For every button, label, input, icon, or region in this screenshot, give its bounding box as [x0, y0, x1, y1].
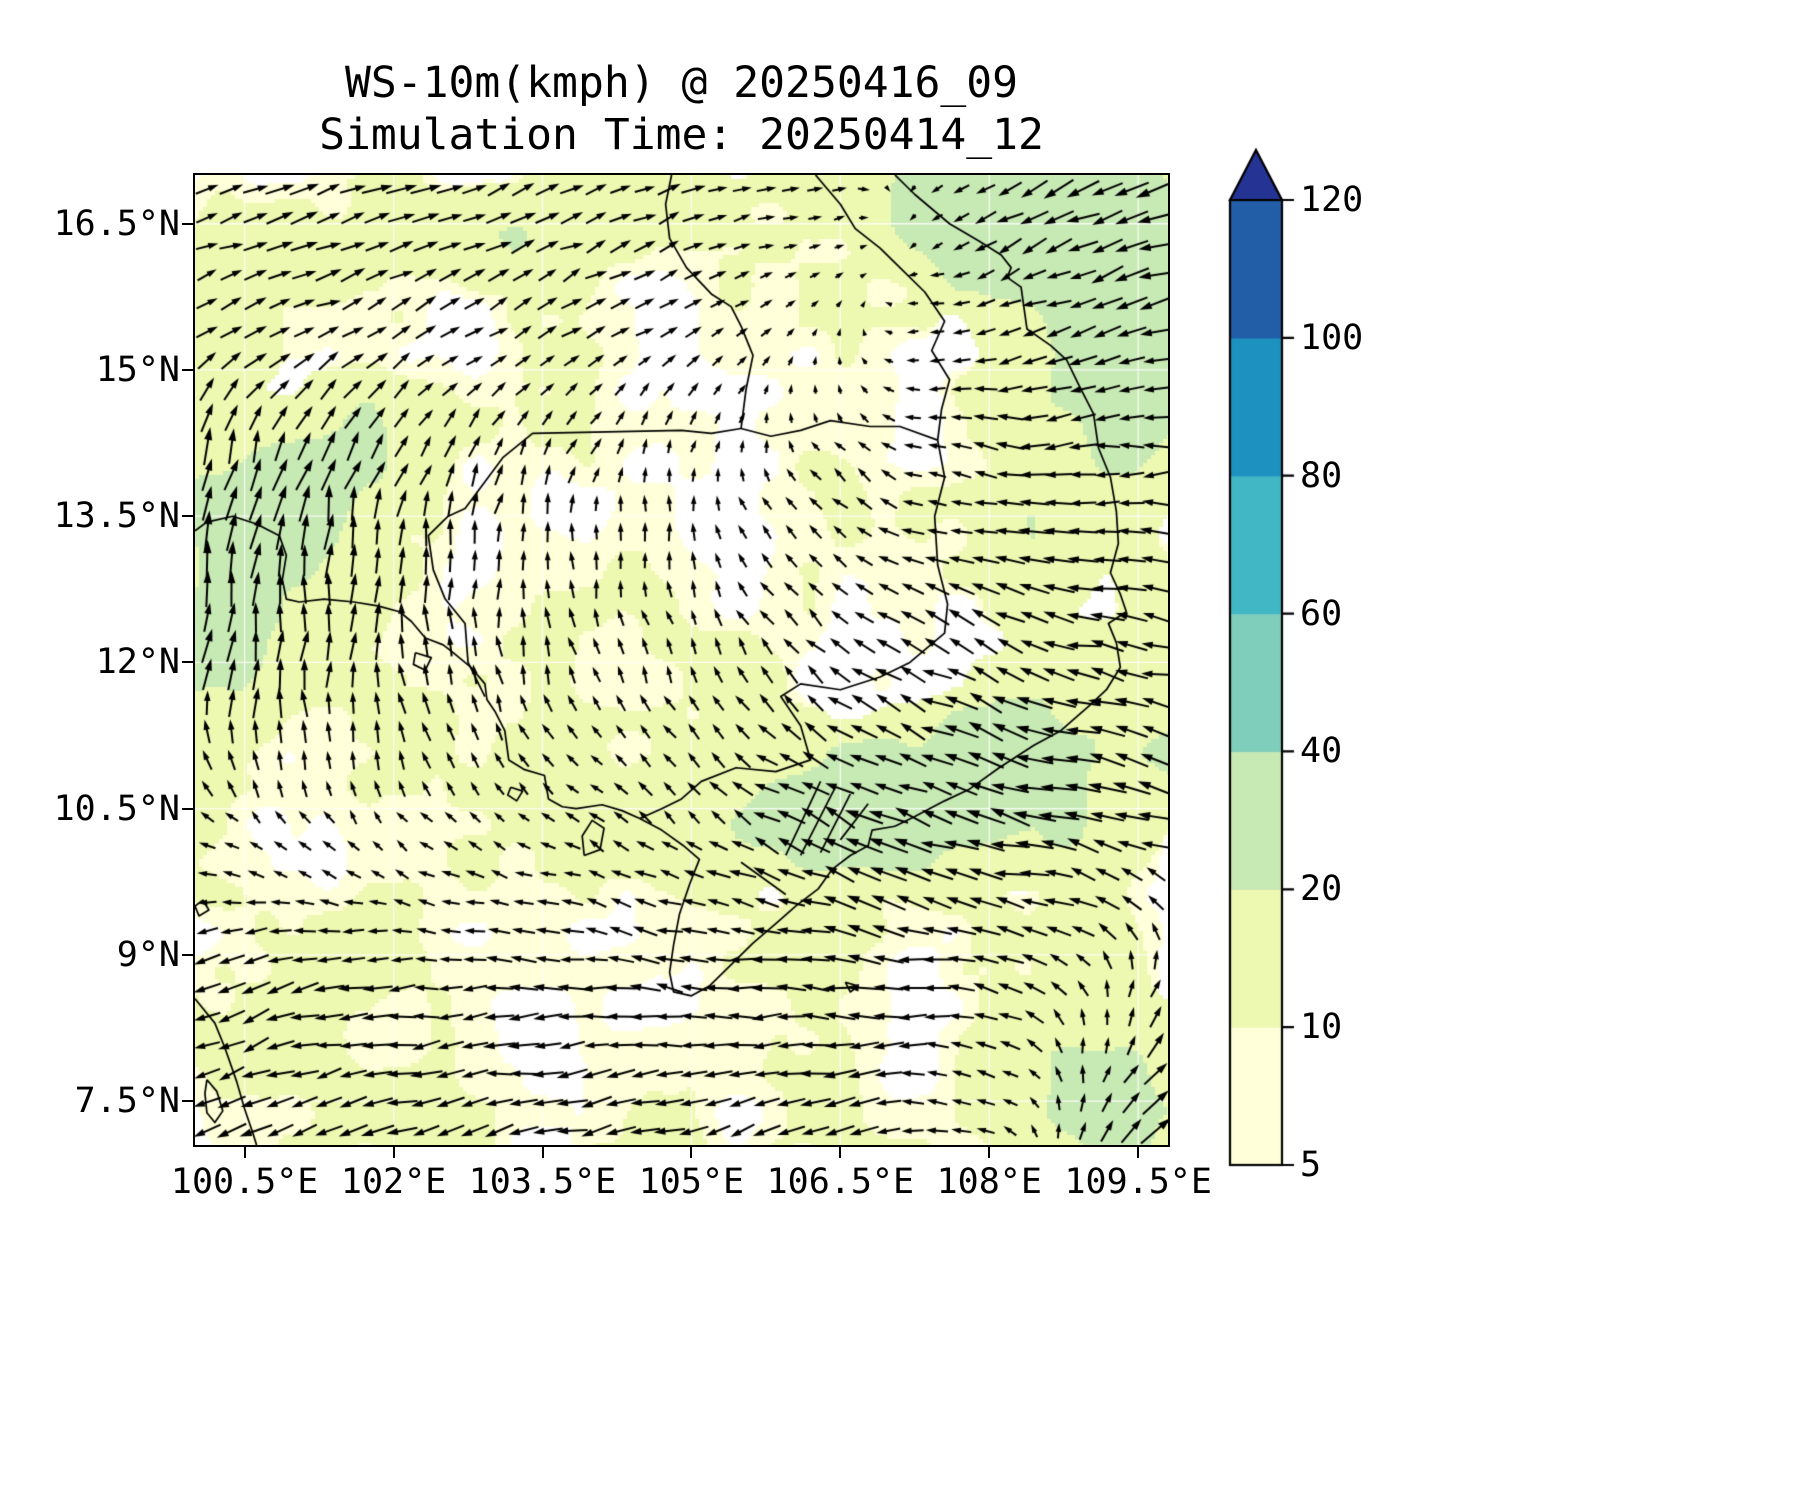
colorbar-label: 20: [1300, 869, 1343, 910]
y-tick-mark: [182, 368, 193, 371]
x-tick-label: 100.5°E: [170, 1162, 319, 1202]
colorbar-label: 100: [1300, 317, 1364, 358]
colorbar-label: 80: [1300, 455, 1343, 496]
x-tick-label: 103.5°E: [468, 1162, 617, 1202]
x-tick-label: 105°E: [638, 1162, 745, 1202]
x-tick-mark: [392, 1147, 395, 1158]
x-tick-label: 106.5°E: [766, 1162, 915, 1202]
y-tick-mark: [182, 1100, 193, 1103]
y-tick-label: 15°N: [95, 349, 180, 390]
y-tick-mark: [182, 515, 193, 518]
y-tick-mark: [182, 807, 193, 810]
colorbar-label: 5: [1300, 1145, 1322, 1185]
colorbar-label: 60: [1300, 593, 1343, 634]
x-tick-mark: [243, 1147, 246, 1158]
x-tick-mark: [988, 1147, 991, 1158]
y-tick-label: 7.5°N: [74, 1081, 180, 1122]
x-tick-mark: [690, 1147, 693, 1158]
x-tick-label: 109.5°E: [1064, 1162, 1212, 1202]
map-canvas: [195, 175, 1168, 1145]
y-tick-label: 12°N: [95, 642, 180, 683]
map-plot-area: [193, 173, 1170, 1147]
x-tick-label: 102°E: [340, 1162, 447, 1202]
x-tick-mark: [541, 1147, 544, 1158]
y-tick-mark: [182, 222, 193, 225]
colorbar-label: 10: [1300, 1007, 1343, 1048]
colorbar: [1228, 140, 1308, 1185]
y-tick-label: 10.5°N: [53, 788, 180, 829]
plot-title: WS-10m(kmph) @ 20250416_09: [344, 58, 1019, 108]
plot-subtitle: Simulation Time: 20250414_12: [319, 110, 1044, 160]
y-tick-mark: [182, 953, 193, 956]
colorbar-label: 120: [1300, 180, 1364, 220]
x-tick-label: 108°E: [936, 1162, 1042, 1202]
y-tick-mark: [182, 661, 193, 664]
y-tick-label: 13.5°N: [53, 496, 180, 537]
y-tick-label: 16.5°N: [53, 203, 180, 244]
y-tick-label: 9°N: [116, 934, 180, 975]
colorbar-label: 40: [1300, 731, 1343, 772]
x-tick-mark: [1137, 1147, 1140, 1158]
x-tick-mark: [839, 1147, 842, 1158]
